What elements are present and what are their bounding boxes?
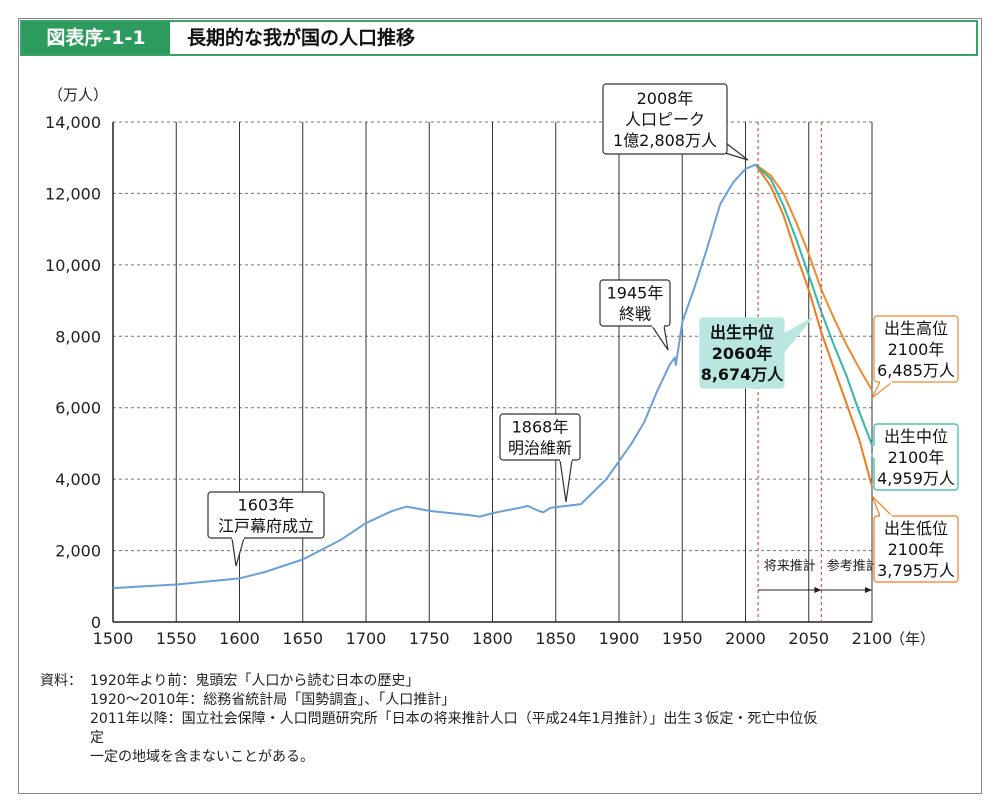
y-tick-label: 4,000 [55, 470, 101, 489]
callout-text: 1868年 [512, 418, 569, 437]
callout-box [499, 413, 581, 461]
reference-projection-label: 参考推計 [827, 558, 879, 574]
y-tick-label: 8,000 [55, 327, 101, 346]
x-tick-label: 1800 [472, 629, 513, 648]
figure-header: 図表序-1-1 長期的な我が国の人口推移 [20, 20, 978, 56]
callout-box [873, 315, 959, 383]
y-tick-label: 6,000 [55, 399, 101, 418]
note-lead: 資料： [40, 673, 82, 689]
series-line-historical [112, 163, 756, 590]
callout-box [599, 279, 671, 327]
x-tick-label: 1600 [219, 629, 260, 648]
callout-text: 1603年 [238, 496, 295, 515]
callout-text: 2100年 [888, 448, 945, 467]
callout-box [699, 317, 785, 389]
future-projection-arrow-head [814, 587, 822, 593]
callout-box [207, 491, 325, 539]
callout-text: 出生中位 [710, 323, 774, 342]
callout-text: 明治維新 [508, 439, 572, 458]
callout-text: 1億2,808万人 [613, 131, 717, 150]
y-axis-label: （万人） [48, 86, 108, 104]
callout-text: 出生中位 [884, 427, 948, 446]
y-tick-label: 12,000 [45, 184, 101, 203]
y-tick-label: 10,000 [45, 256, 101, 275]
callout-text: 2060年 [712, 344, 773, 363]
callout-text: 8,674万人 [701, 365, 785, 384]
callout-text: 3,795万人 [877, 561, 955, 580]
callout-text: 終戦 [619, 305, 651, 324]
callout-pointer [231, 537, 245, 567]
series-lines [112, 163, 873, 590]
population-chart: 0 2,000 4,000 6,000 8,000 10,000 12,000 14,000 1… [45, 83, 959, 648]
y-tick-label: 0 [91, 613, 101, 632]
x-tick-label: 1700 [346, 629, 387, 648]
y-tick-label: 2,000 [55, 542, 101, 561]
callout-text: 出生高位 [884, 319, 948, 338]
callout-text: 2100年 [888, 340, 945, 359]
note-line: 2011年以降：国立社会保障・人口問題研究所「日本の将来推計人口（平成24年1月… [90, 711, 818, 727]
callout-text: 6,485万人 [877, 361, 955, 380]
y-tick-label: 14,000 [45, 113, 101, 132]
axes: 0 2,000 4,000 6,000 8,000 10,000 12,000 14,000 1… [45, 86, 935, 648]
note-line: 定 [90, 730, 104, 746]
callout-text: 4,959万人 [877, 469, 955, 488]
callout-box [602, 83, 728, 155]
x-tick-label: 1550 [156, 629, 197, 648]
callout-pointer [783, 317, 813, 353]
note-line: 一定の地域を含まないことがある。 [90, 749, 314, 765]
annotations: 1603年江戸幕府成立1868年明治維新1945年終戦2008年人口ピーク1億2… [207, 83, 959, 583]
note-line: 1920～2010年：総務省統計局「国勢調査」、「人口推計」 [90, 692, 456, 708]
callout-pointer [871, 495, 893, 517]
figure-number: 図表序-1-1 [22, 22, 170, 54]
x-tick-label: 1900 [599, 629, 640, 648]
annotation-aLow: 出生低位 2100年 3,795万人 [871, 495, 959, 583]
x-axis-label: （年） [890, 630, 935, 648]
figure-frame [18, 18, 982, 794]
callout-pointer [559, 459, 573, 503]
x-tick-label: 1850 [535, 629, 576, 648]
note-row: 1920～2010年：総務省統計局「国勢調査」、「人口推計」 [40, 691, 817, 710]
note-line: 1920年より前：鬼頭宏「人口から読む日本の歴史」 [90, 673, 420, 689]
series-line-low [754, 164, 873, 487]
callout-text: 出生低位 [884, 519, 948, 538]
x-tick-label: 2050 [788, 629, 829, 648]
annotation-aMid: 出生中位 2100年 4,959万人 [871, 423, 959, 491]
callout-box [873, 515, 959, 583]
figure-title: 長期的な我が国の人口推移 [187, 27, 416, 49]
series-line-high [755, 163, 873, 391]
projection-markers: 将来推計 参考推計 [757, 122, 879, 622]
series-line-mid [754, 163, 873, 446]
callout-text: 1945年 [607, 284, 664, 303]
note-row: 資料： 1920年より前：鬼頭宏「人口から読む日本の歴史」 [40, 672, 817, 691]
callout-text: 人口ピーク [625, 110, 705, 129]
x-tick-label: 1950 [662, 629, 703, 648]
x-tick-label: 2100 [852, 629, 893, 648]
x-tick-label: 1650 [282, 629, 323, 648]
x-tick-label: 1750 [409, 629, 450, 648]
reference-projection-arrow-head [865, 587, 872, 593]
annotation-aHigh: 出生高位 2100年 6,485万人 [871, 315, 959, 399]
source-notes: 資料： 1920年より前：鬼頭宏「人口から読む日本の歴史」 1920～2010年… [40, 672, 817, 767]
callout-text: 江戸幕府成立 [218, 517, 314, 536]
x-tick-label: 1500 [93, 629, 134, 648]
callout-text: 2008年 [637, 89, 694, 108]
annotation-a2060: 出生中位 2060年 8,674万人 [699, 317, 813, 389]
future-projection-label: 将来推計 [764, 558, 816, 574]
note-row: 2011年以降：国立社会保障・人口問題研究所「日本の将来推計人口（平成24年1月… [40, 710, 817, 729]
callout-pointer [651, 325, 669, 351]
callout-pointer [721, 139, 749, 161]
x-tick-label: 2000 [725, 629, 766, 648]
callout-pointer [871, 381, 893, 399]
callout-text: 2100年 [888, 540, 945, 559]
